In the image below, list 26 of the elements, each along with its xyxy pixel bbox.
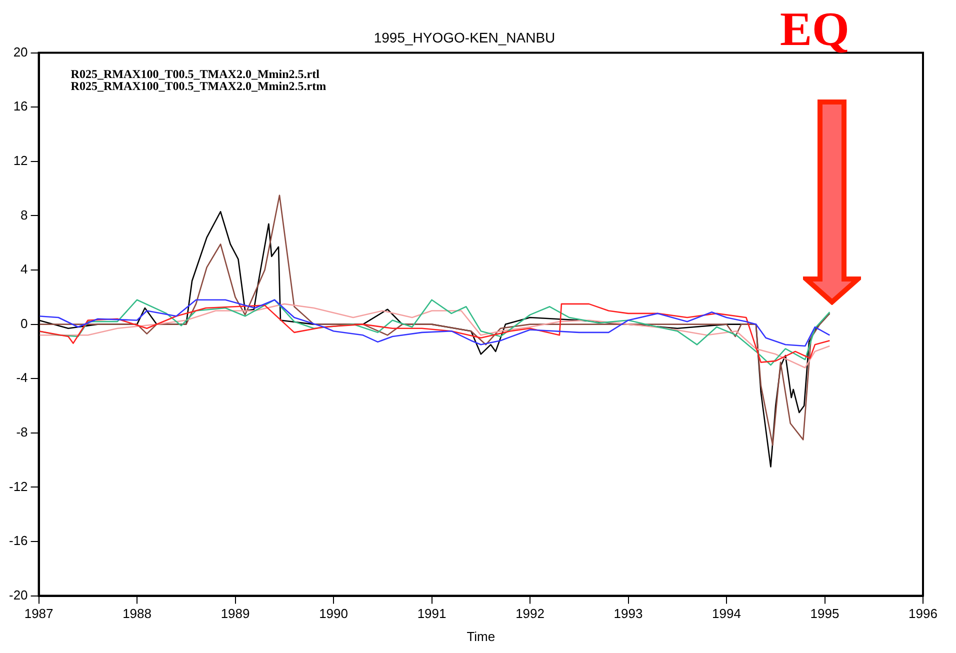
x-tick-label: 1988: [122, 606, 152, 622]
x-tick-label: 1996: [908, 606, 938, 622]
y-tick-label: 8: [20, 207, 28, 222]
y-tick-label: 20: [13, 44, 28, 60]
y-tick-label: 16: [13, 98, 28, 114]
x-tick-label: 1987: [24, 606, 54, 622]
x-tick-label: 1989: [220, 606, 250, 622]
y-tick-label: -20: [8, 587, 28, 602]
x-tick-label: 1994: [712, 606, 741, 622]
x-tick-label: 1991: [417, 606, 446, 622]
x-tick-label: 1993: [614, 606, 643, 622]
y-tick-label: 4: [20, 262, 28, 277]
y-tick-label: -8: [16, 424, 28, 440]
y-tick-label: 0: [20, 316, 28, 331]
y-tick-label: -4: [16, 370, 28, 386]
x-axis-title: Time: [466, 628, 496, 644]
chart-title: 1995_HYOGO-KEN_NANBU: [374, 29, 556, 46]
x-tick-label: 1995: [810, 606, 840, 622]
y-tick-label: 12: [13, 152, 28, 168]
annotation: R025_RMAX100_T00.5_TMAX2.0_Mmin2.5.rtl: [70, 66, 320, 81]
y-tick-label: -12: [8, 478, 28, 494]
x-tick-label: 1990: [319, 606, 348, 622]
annotation: EQ: [780, 2, 850, 58]
x-tick-label: 1992: [516, 606, 544, 622]
annotation: R025_RMAX100_T00.5_TMAX2.0_Mmin2.5.rtm: [70, 78, 326, 93]
y-tick-label: -16: [8, 533, 28, 548]
